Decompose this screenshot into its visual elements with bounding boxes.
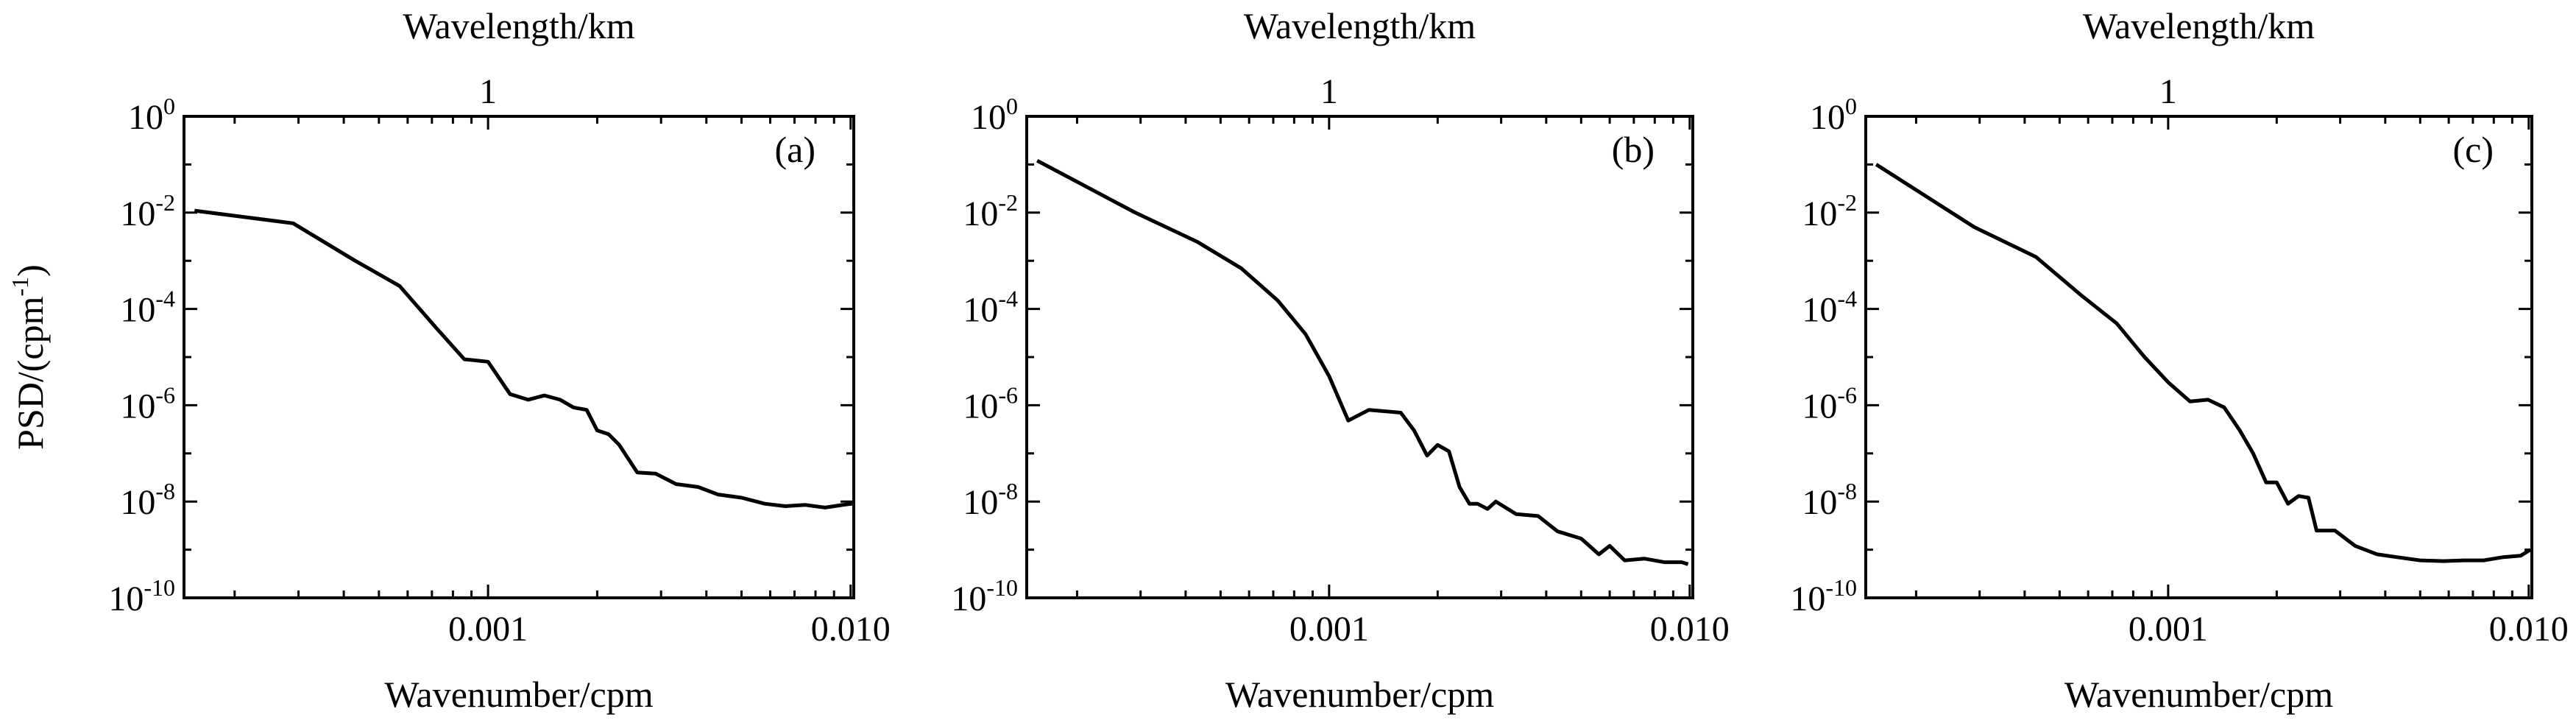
y-tick-label: 10-4 xyxy=(963,286,1018,330)
y-tick-label: 10-8 xyxy=(120,478,175,522)
plot-frame xyxy=(183,115,855,599)
top-tick-label: 1 xyxy=(479,72,497,111)
y-tick-label: 10-2 xyxy=(120,189,175,233)
x-tick-label: 0.010 xyxy=(811,610,891,649)
y-tick-label: 10-8 xyxy=(1802,478,1857,522)
x-axis-title: Wavenumber/cpm xyxy=(384,674,653,715)
x-axis-title: Wavenumber/cpm xyxy=(1225,674,1494,715)
top-axis-title: Wavelength/km xyxy=(2083,5,2315,46)
y-tick-label: 10-4 xyxy=(1802,286,1857,330)
psd-series-line xyxy=(1875,163,2532,563)
top-axis-title: Wavelength/km xyxy=(1244,5,1476,46)
y-tick-label: 10-2 xyxy=(963,189,1018,233)
y-tick-label: 10-10 xyxy=(1790,574,1857,618)
panel-label: (a) xyxy=(775,129,816,170)
y-tick-label: 100 xyxy=(1810,93,1857,137)
y-tick-label: 10-6 xyxy=(120,381,175,426)
psd-series-line xyxy=(1036,158,1689,566)
top-tick-label: 1 xyxy=(1320,72,1338,111)
x-tick-label: 0.010 xyxy=(1650,610,1730,649)
psd-series-line xyxy=(194,208,853,509)
top-tick-label: 1 xyxy=(2159,72,2177,111)
y-tick-label: 10-10 xyxy=(951,574,1018,618)
y-tick-label: 100 xyxy=(128,93,175,137)
y-tick-label: 10-4 xyxy=(120,286,175,330)
plot-frame xyxy=(1864,115,2533,599)
panel-label: (b) xyxy=(1612,129,1655,170)
x-tick-label: 0.001 xyxy=(1289,610,1369,649)
panel-label: (c) xyxy=(2453,129,2494,170)
y-tick-label: 10-2 xyxy=(1802,189,1857,233)
y-axis-title: PSD/(cpm-1) xyxy=(7,264,51,450)
y-tick-label: 10-8 xyxy=(963,478,1018,522)
top-axis-title: Wavelength/km xyxy=(403,5,634,46)
x-tick-label: 0.010 xyxy=(2489,610,2569,649)
y-tick-label: 10-10 xyxy=(108,574,175,618)
plot-frame xyxy=(1025,115,1694,599)
y-tick-label: 10-6 xyxy=(1802,381,1857,426)
y-tick-label: 10-6 xyxy=(963,381,1018,426)
y-tick-label: 100 xyxy=(971,93,1018,137)
x-axis-title: Wavenumber/cpm xyxy=(2064,674,2333,715)
x-tick-label: 0.001 xyxy=(2129,610,2208,649)
x-tick-label: 0.001 xyxy=(448,610,528,649)
